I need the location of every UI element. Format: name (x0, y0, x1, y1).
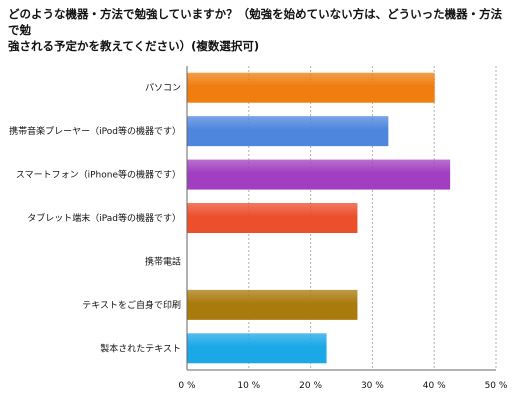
category-label-6: テキストをご自身で印刷 (82, 299, 181, 311)
category-label-2: 携帯音楽プレーヤー（iPod等の機器です） (9, 125, 181, 137)
x-tick-label-30: 30 % (361, 381, 384, 391)
bar-4 (187, 203, 358, 233)
bar-1 (187, 72, 435, 103)
bars (187, 72, 451, 364)
x-tick-label-10: 10 % (237, 381, 260, 391)
bar-7 (187, 333, 327, 364)
x-tick-label-20: 20 % (299, 381, 322, 391)
category-label-5: 携帯電話 (145, 255, 181, 267)
chart-title: どのような機器・方法で勉強していますか？（勉強を始めていない方は、どういった機器… (8, 7, 503, 53)
tick-labels: 0 % 10 % 20 % 30 % 40 % 50 % (178, 381, 507, 391)
bar-6 (187, 289, 358, 320)
x-tick-label-0: 0 % (178, 381, 196, 391)
x-tick-label-50: 50 % (485, 381, 508, 391)
bar-2 (187, 116, 389, 147)
bar-3 (187, 159, 451, 190)
category-label-1: パソコン (145, 83, 181, 94)
category-label-7: 製本されたテキスト (100, 342, 181, 354)
category-label-4: タブレット端末（iPad等の機器です） (27, 212, 181, 224)
category-label-3: スマートフォン（iPhone等の機器です） (16, 169, 181, 181)
x-tick-label-40: 40 % (423, 381, 446, 391)
